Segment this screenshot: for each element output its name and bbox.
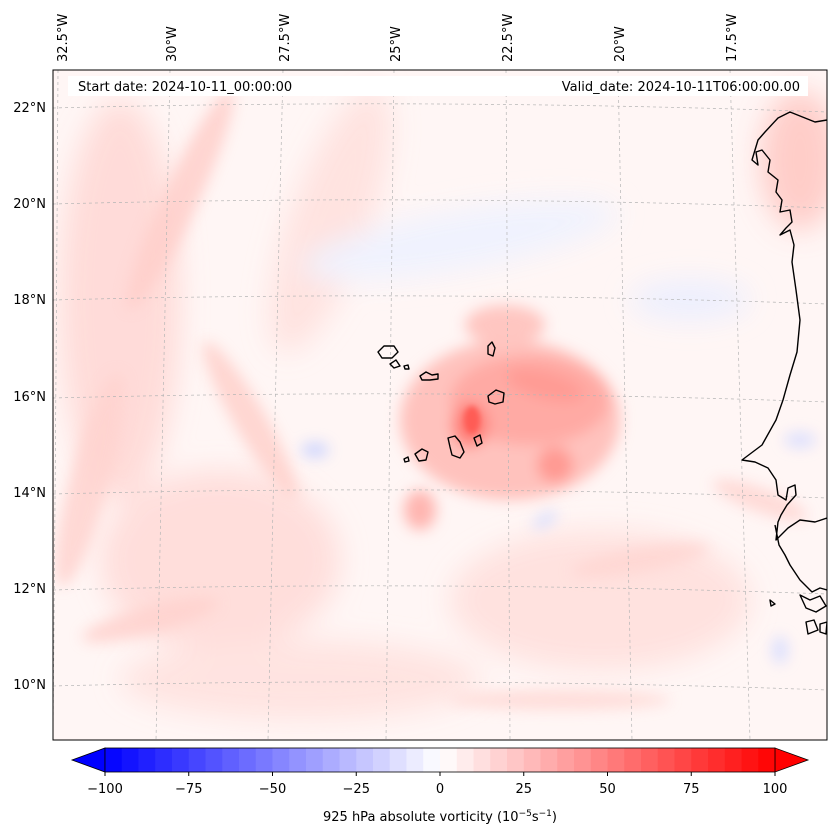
lat-label: 12°N bbox=[13, 582, 46, 597]
vorticity-core bbox=[400, 305, 620, 530]
colorbar-tick-label: −25 bbox=[343, 782, 370, 797]
header-box bbox=[68, 76, 808, 96]
guinea-bissau-coast bbox=[774, 524, 827, 593]
lat-label: 20°N bbox=[13, 197, 46, 212]
colorbar-bin bbox=[674, 748, 692, 772]
brava-island bbox=[403, 456, 410, 463]
lat-label: 18°N bbox=[13, 293, 46, 308]
colorbar-bin bbox=[758, 748, 776, 772]
colorbar-bin bbox=[205, 748, 223, 772]
coastlines bbox=[377, 111, 827, 635]
colorbar-bin bbox=[356, 748, 374, 772]
africa-coastline bbox=[741, 111, 827, 541]
sao-nicolau-island bbox=[419, 371, 439, 381]
colorbar-bin bbox=[138, 748, 156, 772]
colorbar-tick-label: 100 bbox=[763, 782, 788, 797]
colorbar-bin bbox=[590, 748, 608, 772]
colorbar-bin bbox=[172, 748, 190, 772]
colorbar-bin bbox=[724, 748, 742, 772]
colorbar-bin bbox=[105, 748, 123, 772]
bissagos-islands bbox=[769, 594, 827, 635]
lat-label: 14°N bbox=[13, 486, 46, 501]
gridlines bbox=[53, 70, 827, 740]
colorbar-bin bbox=[523, 748, 541, 772]
colorbar-tick-label: 50 bbox=[599, 782, 616, 797]
colorbar-bin bbox=[121, 748, 139, 772]
colorbar-bin bbox=[607, 748, 625, 772]
vorticity-field-broad bbox=[60, 87, 827, 720]
longitude-labels: 32.5°W 30°W 27.5°W 25°W 22.5°W 20°W 17.5… bbox=[56, 14, 740, 62]
colorbar-bin bbox=[691, 748, 709, 772]
colorbar-bin bbox=[255, 748, 273, 772]
colorbar-extend-min bbox=[70, 747, 106, 773]
latitude-labels: 22°N 20°N 18°N 16°N 14°N 12°N 10°N bbox=[13, 101, 46, 693]
colorbar-bin bbox=[373, 748, 391, 772]
colorbar-bin bbox=[440, 748, 458, 772]
colorbar-bin bbox=[490, 748, 508, 772]
colorbar-bin bbox=[389, 748, 407, 772]
lon-label: 27.5°W bbox=[278, 14, 293, 62]
colorbar: −100 −75 −50 −25 0 25 50 75 100 925 hPa … bbox=[70, 747, 810, 825]
sal-island bbox=[487, 341, 496, 357]
lon-label: 32.5°W bbox=[56, 14, 71, 62]
lon-label: 17.5°W bbox=[725, 14, 740, 62]
lat-label: 22°N bbox=[13, 101, 46, 116]
colorbar-label: 925 hPa absolute vorticity (10−5s−1) bbox=[323, 809, 557, 825]
colorbar-bin bbox=[741, 748, 759, 772]
colorbar-bin bbox=[456, 748, 474, 772]
colorbar-bin bbox=[574, 748, 592, 772]
santiago-island bbox=[447, 435, 465, 459]
lat-label: 10°N bbox=[13, 678, 46, 693]
valid-date-text: Valid_date: 2024-10-11T06:00:00.00 bbox=[562, 80, 800, 95]
vorticity-peak bbox=[464, 406, 480, 434]
map-panel: Start date: 2024-10-11_00:00:00 Valid_da… bbox=[53, 70, 827, 740]
start-date-text: Start date: 2024-10-11_00:00:00 bbox=[78, 80, 292, 95]
colorbar-tick-label: −100 bbox=[87, 782, 123, 797]
colorbar-bin bbox=[473, 748, 491, 772]
colorbar-bin bbox=[322, 748, 340, 772]
colorbar-tick-label: 0 bbox=[436, 782, 444, 797]
colorbar-bin bbox=[540, 748, 558, 772]
colorbar-tick-label: −50 bbox=[259, 782, 286, 797]
colorbar-bin bbox=[507, 748, 525, 772]
colorbar-bin bbox=[272, 748, 290, 772]
colorbar-bin bbox=[708, 748, 726, 772]
lon-label: 30°W bbox=[165, 26, 180, 62]
lon-label: 20°W bbox=[613, 26, 628, 62]
sao-vicente-island bbox=[389, 359, 401, 369]
santo-antao-island bbox=[377, 345, 399, 359]
colorbar-bins bbox=[105, 748, 776, 772]
colorbar-bin bbox=[657, 748, 675, 772]
colorbar-tick-label: 75 bbox=[683, 782, 700, 797]
colorbar-tick-label: 25 bbox=[515, 782, 532, 797]
lon-label: 22.5°W bbox=[501, 14, 516, 62]
colorbar-bin bbox=[306, 748, 324, 772]
colorbar-extend-max bbox=[774, 747, 810, 773]
colorbar-ticks bbox=[104, 772, 776, 776]
colorbar-bin bbox=[155, 748, 173, 772]
colorbar-bin bbox=[641, 748, 659, 772]
colorbar-bin bbox=[423, 748, 441, 772]
colorbar-tick-label: −75 bbox=[175, 782, 202, 797]
map-frame bbox=[52, 69, 828, 741]
lat-label: 16°N bbox=[13, 390, 46, 405]
colorbar-bin bbox=[624, 748, 642, 772]
colorbar-bin bbox=[406, 748, 424, 772]
colorbar-bin bbox=[188, 748, 206, 772]
colorbar-bin bbox=[289, 748, 307, 772]
colorbar-bin bbox=[339, 748, 357, 772]
lon-label: 25°W bbox=[389, 26, 404, 62]
colorbar-bin bbox=[222, 748, 240, 772]
maio-island bbox=[473, 434, 483, 447]
vorticity-field-bands bbox=[55, 90, 816, 710]
colorbar-bin bbox=[239, 748, 257, 772]
santa-luzia-island bbox=[403, 364, 410, 370]
colorbar-bin bbox=[557, 748, 575, 772]
fogo-island bbox=[414, 448, 429, 462]
boa-vista-island bbox=[487, 389, 505, 405]
